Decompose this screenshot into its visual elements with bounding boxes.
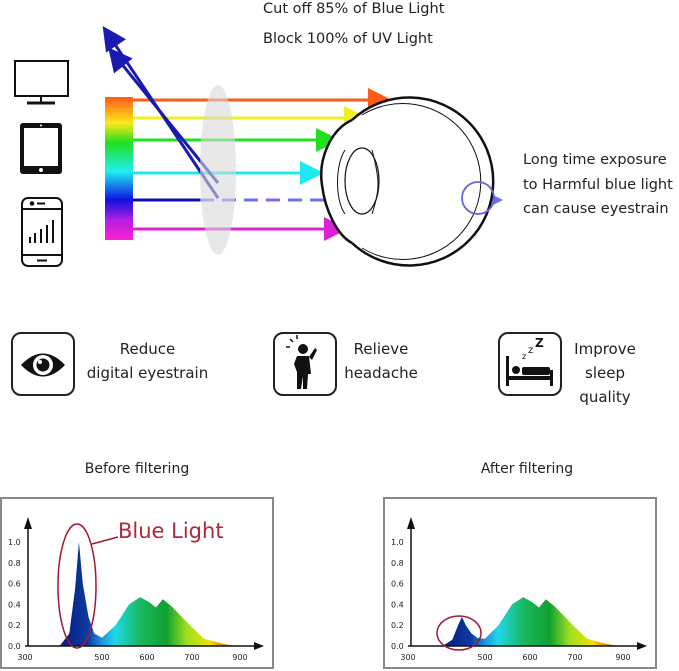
x-tick-label: 900 — [615, 653, 630, 662]
svg-text:z: z — [522, 352, 526, 361]
benefit-reduce-eyestrain: Reduce digital eyestrain — [80, 337, 215, 385]
x-axis-arrow — [254, 642, 264, 650]
x-tick-label: 500 — [477, 653, 492, 662]
retina-highlight — [461, 181, 495, 215]
annotation-leader — [91, 536, 119, 545]
y-tick-label: 0.8 — [8, 559, 21, 568]
spectrum-chart-after: 0.0 0.2 0.4 0.6 0.8 1.0 300 500 600 700 900 — [383, 497, 657, 669]
svg-text:Z: Z — [535, 336, 544, 350]
y-tick-label: 0.0 — [391, 642, 404, 651]
uv-block-text: Block 100% of UV Light — [263, 31, 433, 47]
chart-title-before: Before filtering — [84, 461, 190, 477]
y-tick-label: 0.4 — [391, 600, 404, 609]
y-tick-label: 0.2 — [391, 621, 404, 630]
blue-light-highlight — [57, 523, 97, 649]
eye-icon — [11, 332, 75, 396]
blue-light-cutoff-text: Cut off 85% of Blue Light — [263, 1, 445, 17]
y-axis-arrow — [24, 517, 32, 529]
benefit-title: Reduce — [119, 340, 176, 358]
light-diagram — [14, 26, 503, 267]
eyestrain-note: Long time exposure to Harmful blue light… — [523, 148, 673, 222]
blue-light-label: Blue Light — [118, 519, 224, 543]
spectrum-area — [59, 542, 236, 646]
x-tick-label: 700 — [184, 653, 199, 662]
benefit-title: Improve — [574, 340, 636, 358]
x-tick-label: 900 — [232, 653, 247, 662]
x-tick-label: 600 — [522, 653, 537, 662]
eyestrain-note-line: Long time exposure — [523, 152, 667, 168]
chart-title-after: After filtering — [480, 461, 574, 477]
tablet-icon — [20, 123, 62, 174]
x-tick-label: 300 — [400, 653, 415, 662]
light-spectrum-bar — [105, 97, 133, 240]
headache-person-icon — [273, 332, 337, 396]
smartphone-icon — [21, 197, 63, 267]
y-tick-label: 1.0 — [391, 538, 404, 547]
y-tick-label: 0.4 — [8, 600, 21, 609]
x-tick-label: 500 — [94, 653, 109, 662]
x-axis-arrow — [637, 642, 647, 650]
y-tick-label: 0.0 — [8, 642, 21, 651]
x-tick-label: 300 — [17, 653, 32, 662]
benefit-relieve-headache: Relieve headache — [340, 337, 422, 385]
blue-light-highlight — [436, 615, 482, 651]
x-tick-label: 700 — [567, 653, 582, 662]
lens — [200, 85, 236, 255]
benefit-improve-sleep: Improve sleep quality — [562, 337, 648, 409]
y-tick-label: 0.6 — [8, 580, 21, 589]
y-tick-label: 0.8 — [391, 559, 404, 568]
spectrum-area — [442, 597, 619, 646]
spectrum-chart-before: 0.0 0.2 0.4 0.6 0.8 1.0 300 500 600 700 900 Blue Li… — [0, 497, 274, 669]
eyestrain-note-line: can cause eyestrain — [523, 201, 669, 217]
benefit-title: Relieve — [353, 340, 409, 358]
svg-text:z: z — [528, 345, 533, 356]
eyestrain-note-line: to Harmful blue light — [523, 176, 673, 193]
benefit-subtitle: sleep quality — [579, 364, 631, 406]
monitor-icon — [14, 60, 69, 105]
y-tick-label: 0.6 — [391, 580, 404, 589]
benefit-subtitle: headache — [344, 364, 418, 382]
y-axis-arrow — [407, 517, 415, 529]
y-tick-label: 0.2 — [8, 621, 21, 630]
y-tick-label: 1.0 — [8, 538, 21, 547]
benefit-subtitle: digital eyestrain — [86, 364, 209, 382]
eyeball-illustration — [320, 96, 495, 267]
x-tick-label: 600 — [139, 653, 154, 662]
